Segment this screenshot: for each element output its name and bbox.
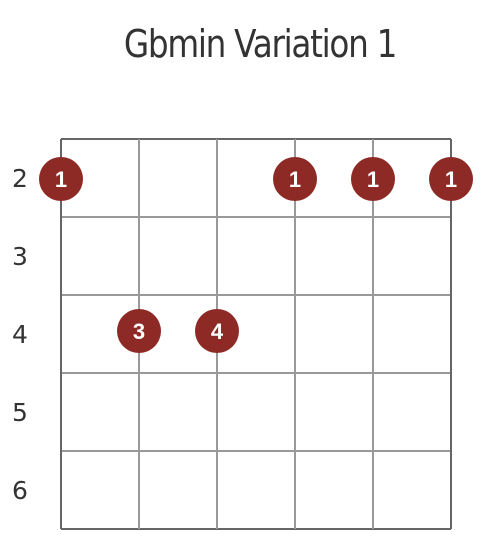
- finger-number: 1: [289, 167, 301, 192]
- finger-marker: 1: [429, 157, 473, 201]
- fret-label-4: 4: [12, 320, 28, 349]
- finger-marker-dot: [117, 309, 161, 353]
- finger-marker: 1: [39, 157, 83, 201]
- finger-marker: 3: [117, 309, 161, 353]
- fret-label-3: 3: [12, 242, 28, 271]
- finger-number: 3: [133, 319, 145, 344]
- fret-number-labels: 2 3 4 5 6: [12, 164, 28, 505]
- finger-marker-dot: [273, 157, 317, 201]
- fret-label-5: 5: [12, 398, 28, 427]
- finger-marker: 4: [195, 309, 239, 353]
- chord-title: Gbmin Variation 1: [123, 22, 398, 66]
- finger-number: 1: [445, 167, 457, 192]
- finger-number: 1: [55, 167, 67, 192]
- finger-marker: 1: [273, 157, 317, 201]
- finger-marker-dot: [351, 157, 395, 201]
- finger-number: 4: [211, 319, 224, 344]
- finger-marker: 1: [351, 157, 395, 201]
- fretboard-grid: [60, 138, 452, 530]
- finger-marker-dot: [39, 157, 83, 201]
- fret-label-6: 6: [12, 476, 28, 505]
- finger-number: 1: [367, 167, 379, 192]
- fret-label-2: 2: [12, 164, 28, 193]
- finger-marker-dot: [429, 157, 473, 201]
- finger-marker-dot: [195, 309, 239, 353]
- finger-markers: 1 1 1 1 3 4: [39, 157, 473, 353]
